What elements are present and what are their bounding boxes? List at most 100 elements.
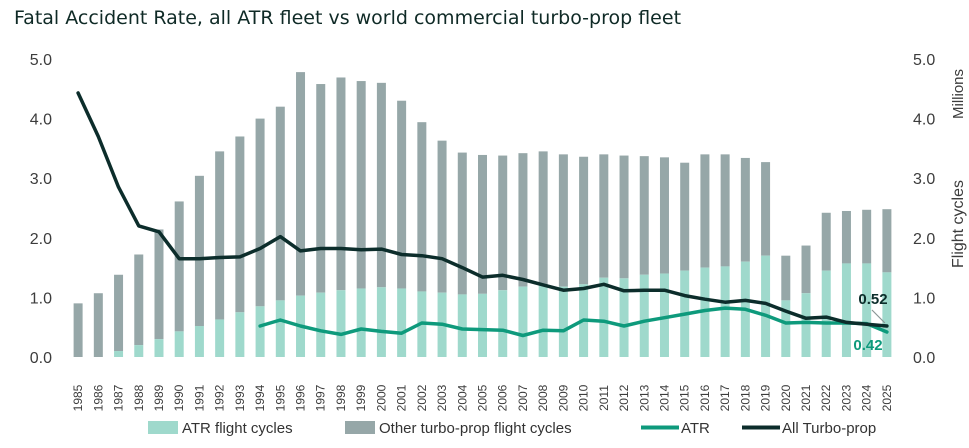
bar-other-turboprop-cycles [437, 140, 447, 293]
x-tick-label: 2012 [617, 384, 631, 411]
x-tick-label: 1999 [354, 384, 368, 411]
bar-atr-cycles [194, 326, 204, 357]
bar-other-turboprop-cycles [376, 82, 386, 288]
y-left-tick-label: 1.0 [30, 290, 52, 307]
legend-swatch-atr-flight-cycles [148, 421, 178, 434]
bar-other-turboprop-cycles [862, 209, 872, 264]
bar-other-turboprop-cycles [356, 81, 366, 289]
legend-label-all-turbo-prop: All Turbo-prop [782, 420, 876, 437]
y-right-tick-label: 1.0 [913, 290, 935, 307]
bar-other-turboprop-cycles [174, 201, 184, 332]
y-left-tick-label: 4.0 [30, 112, 52, 129]
bar-other-turboprop-cycles [619, 155, 629, 279]
x-tick-label: 2020 [779, 384, 793, 411]
bar-atr-cycles [862, 263, 872, 357]
line-atr [258, 306, 889, 338]
legend: ATR flight cycles Other turbo-prop flight… [148, 420, 876, 437]
bar-atr-cycles [114, 351, 124, 357]
bar-other-turboprop-cycles [255, 118, 265, 307]
bar-other-turboprop-cycles [781, 255, 791, 301]
y-axis-left: 0.0 1.0 2.0 3.0 4.0 5.0 [30, 52, 52, 367]
x-tick-label: 1994 [253, 384, 267, 411]
bar-other-turboprop-cycles [336, 77, 346, 291]
lines-layer [76, 91, 889, 338]
y-left-tick-label: 0.0 [30, 350, 52, 367]
x-tick-label: 1997 [314, 384, 328, 411]
x-tick-label: 2025 [880, 384, 894, 411]
bar-atr-cycles [558, 286, 568, 357]
y-right-tick-label: 4.0 [913, 112, 935, 129]
y-right-tick-label: 5.0 [913, 52, 935, 69]
bar-atr-cycles [478, 293, 487, 357]
x-tick-label: 1990 [172, 384, 186, 411]
x-tick-label: 2024 [860, 384, 874, 411]
bar-other-turboprop-cycles [538, 151, 548, 286]
bar-atr-cycles [457, 294, 467, 357]
bar-other-turboprop-cycles [518, 153, 528, 287]
x-tick-label: 1986 [91, 384, 105, 411]
bar-other-turboprop-cycles [457, 152, 467, 295]
bar-other-turboprop-cycles [558, 154, 568, 287]
bar-other-turboprop-cycles [93, 293, 103, 357]
bar-atr-cycles [781, 300, 791, 357]
line-all-turbo-prop [76, 91, 889, 328]
annotation-all-turboprop-value: 0.52 [858, 291, 887, 308]
x-tick-label: 1995 [273, 384, 287, 411]
bar-atr-cycles [498, 290, 508, 357]
y-axis-right-label: Flight cycles [950, 180, 967, 268]
x-tick-label: 2003 [435, 384, 449, 411]
x-tick-label: 2009 [556, 384, 570, 411]
legend-label-other-turbo-prop-flight-cycles: Other turbo-prop flight cycles [379, 420, 572, 437]
legend-label-atr: ATR [681, 420, 710, 437]
bar-other-turboprop-cycles [498, 155, 508, 291]
bar-other-turboprop-cycles [639, 156, 649, 275]
x-tick-label: 2001 [395, 384, 409, 411]
x-tick-label: 2018 [738, 384, 752, 411]
legend-label-atr-flight-cycles: ATR flight cycles [182, 420, 293, 437]
x-tick-label: 2008 [536, 384, 550, 411]
bar-other-turboprop-cycles [882, 209, 892, 273]
x-tick-label: 1996 [294, 384, 308, 411]
y-axis-right-label-top: Millions [950, 69, 967, 119]
bars-layer [73, 72, 892, 357]
bar-other-turboprop-cycles [478, 154, 487, 294]
y-axis-right: 0.0 1.0 2.0 3.0 4.0 5.0 [913, 52, 935, 367]
bar-other-turboprop-cycles [659, 157, 669, 274]
bar-atr-cycles [134, 345, 144, 357]
bar-atr-cycles [639, 274, 649, 357]
bar-other-turboprop-cycles [599, 154, 609, 278]
bar-other-turboprop-cycles [194, 175, 204, 327]
bar-atr-cycles [356, 288, 366, 357]
x-tick-label: 2013 [637, 384, 651, 411]
bar-other-turboprop-cycles [397, 100, 407, 289]
bar-atr-cycles [275, 300, 285, 357]
annotations-layer: 0.52 0.42 [853, 291, 887, 354]
y-right-tick-label: 0.0 [913, 350, 935, 367]
bar-atr-cycles [720, 266, 730, 357]
x-tick-label: 2007 [516, 384, 530, 411]
bar-other-turboprop-cycles [296, 72, 306, 296]
x-axis-ticks: 1985 1986 1987 1988 1989 1990 1991 1992 1993 1994… [71, 384, 894, 411]
x-tick-label: 2021 [799, 384, 813, 411]
bar-atr-cycles [235, 312, 245, 357]
bar-other-turboprop-cycles [680, 162, 690, 271]
bar-atr-cycles [801, 293, 811, 357]
y-left-tick-label: 5.0 [30, 52, 52, 69]
bar-atr-cycles [174, 331, 184, 357]
x-tick-label: 2017 [718, 384, 732, 411]
bar-other-turboprop-cycles [700, 154, 710, 268]
y-left-tick-label: 3.0 [30, 171, 52, 188]
x-tick-label: 2005 [476, 384, 490, 411]
bar-other-turboprop-cycles [235, 136, 245, 313]
bar-atr-cycles [376, 287, 386, 357]
bar-other-turboprop-cycles [761, 162, 771, 256]
bar-atr-cycles [700, 267, 710, 357]
bar-atr-cycles [336, 290, 346, 357]
x-tick-label: 2019 [759, 384, 773, 411]
legend-swatch-other-turbo-prop-flight-cycles [345, 421, 375, 434]
x-tick-label: 1998 [334, 384, 348, 411]
x-tick-label: 2015 [678, 384, 692, 411]
bar-other-turboprop-cycles [316, 84, 326, 293]
x-tick-label: 2004 [455, 384, 469, 411]
